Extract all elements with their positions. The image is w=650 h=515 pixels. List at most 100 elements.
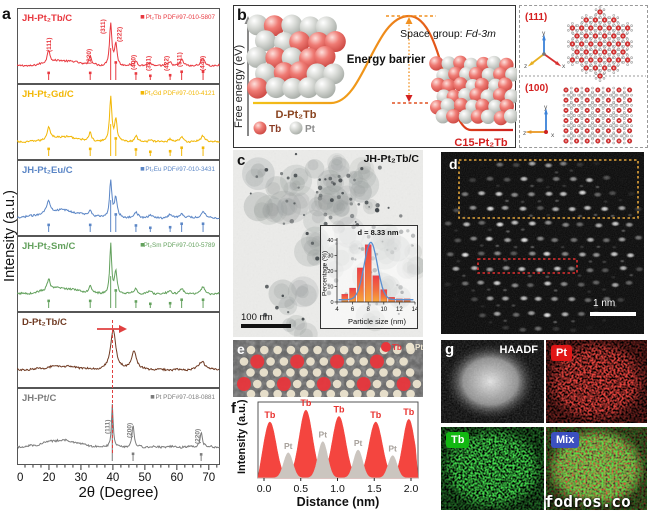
- svg-text:20: 20: [43, 472, 56, 483]
- svg-text:Tb: Tb: [392, 343, 402, 352]
- svg-text:(400): (400): [131, 55, 138, 70]
- energy-diagram: Free energy (eV) D-Pt₂Tb C15-Pt₂Tb Energy b…: [234, 6, 517, 149]
- svg-text:0.0: 0.0: [257, 483, 272, 495]
- svg-text:(100): (100): [525, 83, 548, 94]
- xrd-plot: JH-Pt₂Tb/C Pt₂Tb PDF#97-010-5807 (111) (220…: [17, 8, 220, 465]
- svg-text:Energy barrier: Energy barrier: [347, 54, 426, 66]
- xrd-subpanel-4: D-Pt₂Tb/C: [17, 312, 220, 388]
- svg-text:y: y: [544, 104, 548, 111]
- panel-g-label: g: [445, 341, 455, 358]
- xrd-x-axis: 10 20 30 40 50 60 70: [17, 465, 220, 483]
- svg-text:Tb: Tb: [264, 410, 275, 420]
- svg-text:50: 50: [138, 472, 151, 483]
- svg-text:(511): (511): [176, 52, 183, 67]
- svg-text:40: 40: [107, 472, 120, 483]
- svg-text:12: 12: [396, 307, 403, 313]
- svg-text:(422): (422): [164, 56, 171, 71]
- svg-text:20: 20: [327, 269, 333, 275]
- svg-text:d = 8.33 nm: d = 8.33 nm: [357, 228, 398, 237]
- svg-text:z: z: [524, 63, 527, 70]
- svg-text:10: 10: [380, 307, 387, 313]
- tb-badge: Tb: [446, 432, 470, 448]
- haadf-scalebar-label: 1 nm: [593, 298, 616, 309]
- svg-text:10: 10: [17, 472, 23, 483]
- svg-text:(220): (220): [195, 429, 202, 444]
- svg-text:Tb: Tb: [403, 407, 414, 417]
- xrd-subpanel-0: JH-Pt₂Tb/C Pt₂Tb PDF#97-010-5807 (111) (220…: [17, 8, 220, 84]
- tem-sample-label: JH-Pt₂Tb/C: [363, 153, 419, 165]
- svg-text:JH-Pt₂Gd/C: JH-Pt₂Gd/C: [22, 89, 74, 100]
- svg-text:Pt PDF#97-018-0881: Pt PDF#97-018-0881: [155, 394, 215, 401]
- panel-d-label: d: [449, 156, 458, 172]
- svg-text:6: 6: [351, 307, 355, 313]
- svg-text:60: 60: [170, 472, 183, 483]
- xrd-highlight-line: [111, 320, 113, 453]
- svg-text:x: x: [551, 132, 555, 139]
- atom-overlay-image: Tb Pt: [233, 340, 423, 397]
- svg-text:70: 70: [202, 472, 215, 483]
- lattice-views: (111) (100) y z x y z x: [520, 6, 647, 147]
- xrd-subpanel-3: JH-Pt₂Sm/C Pt₂Sm PDF#97-010-5789: [17, 236, 220, 312]
- eds-haadf-tile: g HAADF: [441, 340, 544, 423]
- mix-badge: Mix: [551, 432, 580, 448]
- panel-c-tem: c JH-Pt₂Tb/C 100 nm 4 6 8 10 12 14 0 10 20 30 40 d …: [233, 150, 423, 337]
- svg-text:(200): (200): [127, 423, 134, 438]
- panel-b-lattice-box: (111) (100) y z x y z x: [519, 5, 648, 148]
- svg-text:Particle size (nm): Particle size (nm): [348, 317, 406, 326]
- svg-text:8: 8: [367, 307, 371, 313]
- svg-text:4: 4: [335, 307, 339, 313]
- panel-a-ylabel: Intensity (a.u.): [2, 190, 18, 282]
- svg-text:C15-Pt₂Tb: C15-Pt₂Tb: [454, 137, 507, 149]
- xrd-subpanel-2: JH-Pt₂Eu/C Pt₂Eu PDF#97-010-3431: [17, 160, 220, 236]
- svg-text:(440): (440): [200, 56, 207, 71]
- intensity-profile-chart: Tb Tb Tb Tb Tb Pt Pt Pt Pt 0.0 0.5 1.0 1.5 2.0 Distanc…: [233, 398, 423, 514]
- svg-text:30: 30: [327, 254, 333, 260]
- svg-text:(331): (331): [145, 56, 152, 71]
- svg-text:(220): (220): [86, 49, 93, 64]
- panel-b-box: Free energy (eV) D-Pt₂Tb C15-Pt₂Tb Energy b…: [233, 5, 517, 149]
- eds-haadf-title: HAADF: [499, 344, 539, 356]
- svg-text:Pt₂Gd PDF#97-010-4121: Pt₂Gd PDF#97-010-4121: [145, 90, 216, 97]
- eds-pt-tile: Pt: [546, 340, 647, 423]
- svg-text:z: z: [523, 130, 526, 137]
- svg-text:Tb: Tb: [300, 398, 311, 408]
- svg-text:2.0: 2.0: [404, 483, 419, 495]
- svg-text:D-Pt₂Tb/C: D-Pt₂Tb/C: [22, 317, 67, 328]
- svg-text:x: x: [562, 63, 566, 70]
- svg-text:Pt₂Sm PDF#97-010-5789: Pt₂Sm PDF#97-010-5789: [144, 242, 216, 249]
- svg-text:Distance (nm): Distance (nm): [297, 495, 380, 509]
- svg-text:Pt: Pt: [319, 430, 328, 440]
- size-histogram-inset: 4 6 8 10 12 14 0 10 20 30 40 d = 8.33 nm Percentage …: [320, 225, 418, 329]
- svg-text:0.5: 0.5: [293, 483, 308, 495]
- svg-text:Pt: Pt: [305, 124, 316, 135]
- svg-text:JH-Pt/C: JH-Pt/C: [22, 393, 56, 404]
- svg-text:Pt₂Eu PDF#97-010-3431: Pt₂Eu PDF#97-010-3431: [145, 166, 215, 173]
- svg-text:40: 40: [327, 238, 333, 244]
- svg-text:(111): (111): [525, 12, 547, 23]
- svg-text:Pt: Pt: [388, 444, 397, 454]
- svg-text:Tb: Tb: [370, 410, 381, 420]
- svg-text:0: 0: [330, 300, 333, 306]
- svg-text:(222): (222): [117, 27, 124, 42]
- panel-d-haadf: d 1 nm: [441, 152, 644, 334]
- svg-text:(111): (111): [46, 38, 53, 52]
- watermark: fodros.co: [544, 492, 631, 511]
- panel-f-profile: Tb Tb Tb Tb Tb Pt Pt Pt Pt 0.0 0.5 1.0 1.5 2.0 Distanc…: [231, 398, 423, 514]
- eds-haadf-image: [441, 340, 544, 423]
- svg-text:Pt: Pt: [415, 343, 423, 352]
- panel-e-label: e: [237, 341, 245, 357]
- tem-scalebar-label: 100 nm: [241, 312, 273, 323]
- panel-c-label: c: [237, 152, 246, 169]
- panel-b-label: b: [237, 7, 247, 24]
- svg-text:Intensity (a.u.): Intensity (a.u.): [236, 399, 248, 474]
- svg-text:Pt: Pt: [284, 441, 293, 451]
- svg-text:Free energy (eV): Free energy (eV): [234, 45, 245, 128]
- svg-text:JH-Pt₂Sm/C: JH-Pt₂Sm/C: [22, 241, 75, 252]
- svg-text:Tb: Tb: [333, 404, 344, 414]
- svg-text:Tb: Tb: [269, 124, 281, 135]
- svg-text:1.5: 1.5: [367, 483, 382, 495]
- panel-a-label: a: [2, 6, 11, 23]
- panel-e-atoms: Tb Pt e: [233, 340, 423, 397]
- xrd-shift-arrow: [95, 322, 129, 336]
